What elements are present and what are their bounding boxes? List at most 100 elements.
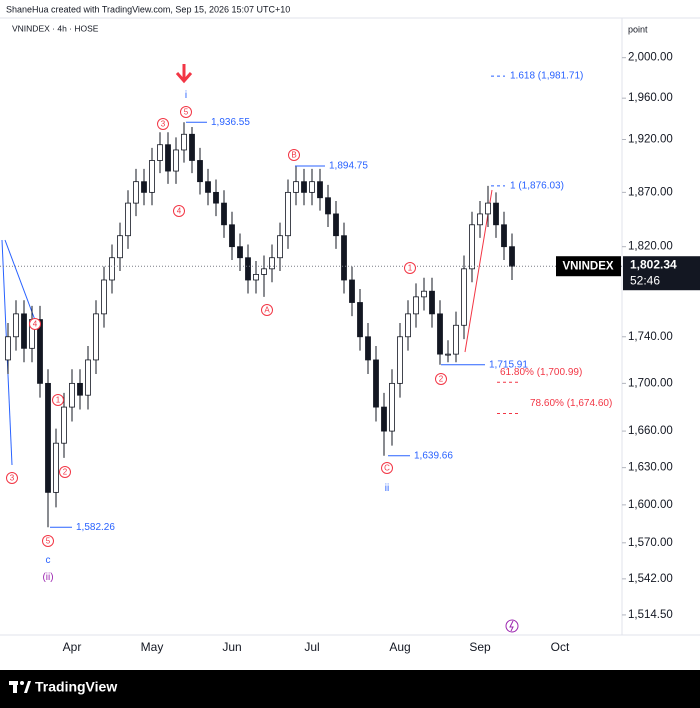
wave-label: 3 — [161, 120, 166, 129]
candle-body — [269, 257, 275, 270]
y-tick-label: 1,820.00 — [628, 241, 673, 253]
wave-label: B — [291, 151, 296, 160]
candle-body — [45, 382, 51, 493]
wave-circle — [435, 373, 447, 385]
candle-body — [405, 313, 411, 338]
candle-body — [469, 224, 475, 270]
wave-circle — [52, 394, 64, 406]
candle-body — [133, 181, 139, 204]
symbol-tag — [556, 256, 621, 277]
candle-body — [85, 359, 91, 396]
candle-body — [229, 224, 235, 248]
candle-body — [493, 202, 499, 226]
wave-label: 1 — [408, 264, 413, 273]
candle-body — [429, 290, 435, 315]
wave-circle — [29, 318, 41, 330]
wave-label: i — [185, 90, 187, 101]
candle-body — [437, 313, 443, 355]
wave-circle — [59, 466, 71, 478]
candle-body — [501, 224, 507, 248]
candle-body — [213, 191, 219, 204]
candle-body — [325, 197, 331, 215]
footer-brand: TradingView — [35, 679, 117, 695]
wave-label: 2 — [63, 468, 68, 477]
candle-body — [253, 274, 259, 281]
pivot-label: 1,894.75 — [329, 161, 368, 172]
wave-label: C — [384, 464, 390, 473]
candle-body — [101, 279, 107, 315]
candle-body — [309, 181, 315, 193]
wave-label: A — [264, 306, 270, 315]
wave-label: 5 — [46, 537, 51, 546]
candle-body — [453, 324, 459, 355]
header: ShaneHua created with TradingView.com, S… — [6, 4, 290, 14]
candle-body — [341, 235, 347, 281]
candle-body — [293, 181, 299, 193]
candle-body — [141, 181, 147, 193]
candle-body — [317, 181, 323, 199]
candle-body — [333, 213, 339, 237]
candle-body — [365, 336, 371, 361]
candle-body — [61, 406, 67, 444]
x-tick-label: Aug — [389, 640, 410, 654]
x-tick-label: Sep — [469, 640, 491, 654]
wave-label: (ii) — [42, 572, 53, 583]
wave-circle — [42, 535, 54, 547]
wave-line — [4, 239, 36, 321]
x-tick-label: Jul — [304, 640, 319, 654]
pivot-label: 1,936.55 — [211, 117, 250, 128]
candle-body — [109, 257, 115, 281]
wave-label: 3 — [10, 474, 15, 483]
candle-body — [357, 302, 363, 338]
fib-label: 1.618 (1,981.71) — [510, 71, 583, 82]
replay-icon — [509, 620, 514, 632]
candle-body — [509, 246, 515, 267]
candle-body — [285, 191, 291, 237]
logo — [20, 681, 24, 685]
wave-circle — [288, 149, 300, 161]
fib-label: 1 (1,876.03) — [510, 181, 564, 192]
wave-circle — [381, 462, 393, 474]
y-tick-label: 1,700.00 — [628, 377, 673, 389]
candle-body — [349, 279, 355, 303]
candle-body — [173, 149, 179, 172]
candle-body — [205, 181, 211, 193]
candle-body — [21, 313, 27, 349]
x-tick-label: Oct — [551, 640, 570, 654]
candle-body — [5, 336, 11, 361]
candle-body — [93, 313, 99, 361]
price-tag-label: 1,802.34 — [630, 257, 677, 271]
candle-body — [237, 246, 243, 259]
pivot-label: 1,639.66 — [414, 450, 453, 461]
arrow-icon — [175, 64, 193, 84]
candle-body — [149, 160, 155, 193]
candle-body — [77, 382, 83, 396]
candle-body — [397, 336, 403, 384]
candle-body — [421, 290, 427, 298]
wave-label: 2 — [439, 375, 444, 384]
fib-label: 78.60% (1,674.60) — [530, 398, 612, 409]
y-tick-label: 1,542.00 — [628, 573, 673, 585]
candle-body — [485, 202, 491, 215]
replay-icon — [505, 619, 519, 633]
x-tick-label: Apr — [63, 640, 82, 654]
candle-body — [157, 144, 163, 161]
wave-circle — [157, 118, 169, 130]
fib-label: 61.80% (1,700.99) — [500, 367, 582, 378]
candle-body — [221, 202, 227, 226]
wave-circle — [180, 106, 192, 118]
candle-body — [197, 160, 203, 183]
candle-body — [117, 235, 123, 259]
wave-label: ii — [385, 483, 389, 494]
candle-body — [13, 313, 19, 338]
logo — [24, 681, 31, 693]
candle-body — [37, 319, 43, 384]
x-tick-label: May — [141, 640, 164, 654]
candle-body — [445, 353, 451, 356]
y-tick-label: 1,660.00 — [628, 425, 673, 437]
price-tag — [623, 256, 700, 291]
wave-label: c — [46, 555, 51, 566]
wave-label: 5 — [184, 108, 189, 117]
pivot-label: 1,582.26 — [76, 522, 115, 533]
